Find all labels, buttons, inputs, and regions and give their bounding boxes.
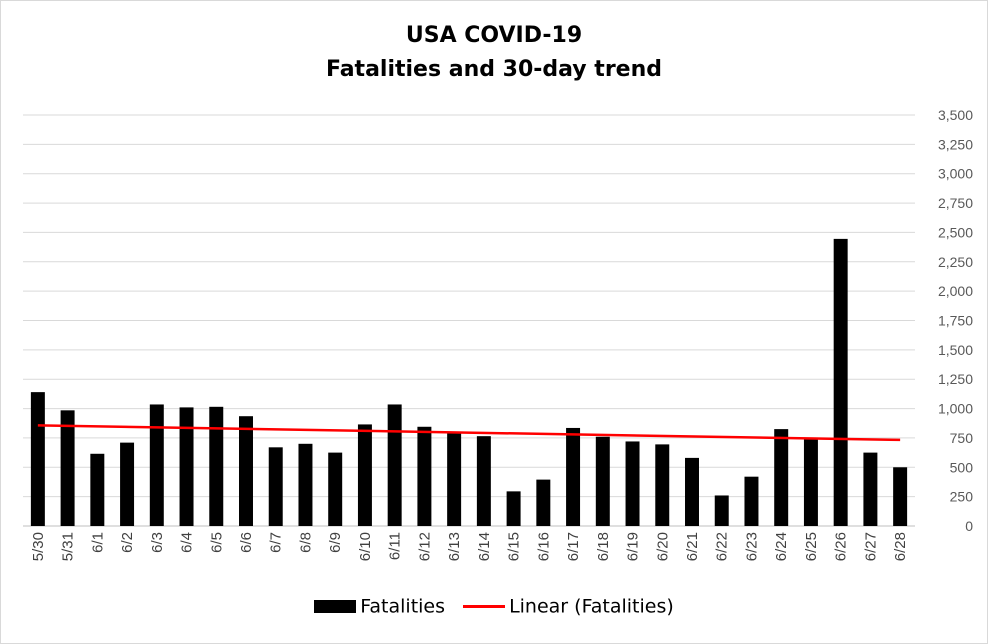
bar	[625, 441, 640, 526]
x-tick-label: 6/2	[119, 532, 136, 553]
bar	[863, 452, 878, 526]
x-tick-label: 6/3	[149, 532, 166, 553]
bar	[476, 436, 491, 526]
x-tick-label: 6/28	[892, 532, 909, 561]
chart-title-line-2: Fatalities and 30-day trend	[325, 57, 663, 82]
y-tick-label: 2,000	[938, 283, 973, 299]
bar	[566, 427, 581, 526]
bar	[536, 479, 551, 526]
bar	[90, 453, 105, 526]
x-tick-label: 6/7	[268, 532, 285, 553]
legend-swatch-bar	[314, 600, 357, 614]
legend-item-fatalities: Fatalities	[314, 595, 445, 618]
x-tick-label: 6/12	[416, 532, 433, 561]
bar	[60, 410, 75, 526]
x-tick-label: 6/9	[327, 532, 344, 553]
x-tick-label: 6/13	[446, 532, 463, 561]
x-tick-label: 6/4	[179, 532, 196, 553]
bar	[179, 407, 194, 526]
bar	[387, 404, 402, 526]
bar	[239, 416, 253, 526]
x-tick-label: 6/8	[297, 532, 314, 553]
y-tick-label: 1,000	[938, 401, 973, 417]
grid-lines	[23, 114, 915, 527]
y-tick-label: 500	[950, 459, 974, 475]
bar	[149, 404, 164, 526]
bar	[714, 495, 729, 526]
y-tick-label: 1,500	[938, 342, 973, 358]
x-tick-label: 6/17	[565, 532, 582, 561]
chart-title: USA COVID-19 Fatalities and 30-day trend	[1, 19, 987, 87]
x-tick-label: 5/30	[30, 532, 47, 561]
legend-swatch-line	[463, 605, 506, 609]
y-tick-label: 1,750	[938, 313, 973, 329]
x-tick-label: 5/31	[60, 532, 77, 561]
y-tick-label: 3,250	[938, 136, 973, 152]
bar	[268, 447, 283, 526]
x-tick-label: 6/24	[773, 532, 790, 561]
x-tick-label: 6/15	[506, 532, 523, 561]
chart-title-line-1: USA COVID-19	[405, 23, 583, 48]
x-tick-label: 6/18	[595, 532, 612, 561]
x-axis-ticks: 5/30 5/31 6/1 6/2 6/3 6/4 6/5 6/6 6/7 6/8 6/9 6/10 6…	[30, 532, 909, 561]
y-tick-label: 0	[965, 518, 973, 534]
x-tick-label: 6/5	[208, 532, 225, 553]
y-tick-label: 1,250	[938, 371, 973, 387]
legend: Fatalities Linear (Fatalities)	[1, 595, 987, 618]
x-tick-label: 6/23	[743, 532, 760, 561]
y-tick-label: 2,750	[938, 195, 973, 211]
bar	[506, 491, 521, 526]
x-tick-label: 6/21	[684, 532, 701, 561]
bar	[833, 238, 848, 526]
bar	[595, 436, 610, 526]
bar	[417, 426, 432, 526]
bar	[774, 429, 789, 526]
y-tick-label: 750	[950, 430, 974, 446]
bar	[209, 406, 224, 526]
y-tick-label: 3,500	[938, 107, 973, 123]
bar	[30, 392, 45, 526]
x-tick-label: 6/25	[803, 532, 820, 561]
legend-label-linear: Linear (Fatalities)	[509, 595, 674, 618]
trend-line	[37, 424, 901, 442]
y-axis-ticks: 0 250 500 750 1,000 1,250 1,500 1,750 2,000 2,250…	[938, 107, 973, 534]
bar	[744, 476, 759, 526]
legend-item-linear: Linear (Fatalities)	[463, 595, 674, 618]
x-tick-label: 6/16	[535, 532, 552, 561]
legend-label-fatalities: Fatalities	[360, 595, 446, 618]
bar	[357, 424, 372, 526]
bar	[120, 442, 135, 526]
bar	[447, 433, 462, 526]
y-tick-label: 2,500	[938, 224, 973, 240]
bar-series	[30, 238, 908, 526]
bar	[893, 467, 908, 526]
x-tick-label: 6/20	[654, 532, 671, 561]
y-tick-label: 3,000	[938, 166, 973, 182]
bar	[298, 443, 313, 526]
x-tick-label: 6/11	[387, 532, 404, 560]
x-tick-label: 6/22	[714, 532, 731, 561]
x-tick-label: 6/10	[357, 532, 374, 561]
x-tick-label: 6/6	[238, 532, 255, 553]
bar	[803, 437, 818, 526]
trend-series	[37, 424, 901, 442]
x-tick-label: 6/1	[89, 532, 106, 553]
bar	[328, 452, 343, 526]
x-tick-label: 6/14	[476, 532, 493, 561]
y-tick-label: 2,250	[938, 254, 973, 270]
bar	[685, 457, 699, 526]
x-tick-label: 6/27	[862, 532, 879, 561]
y-tick-label: 250	[950, 489, 974, 505]
bar	[655, 444, 670, 526]
x-tick-label: 6/19	[625, 532, 642, 561]
x-tick-label: 6/26	[833, 532, 850, 561]
